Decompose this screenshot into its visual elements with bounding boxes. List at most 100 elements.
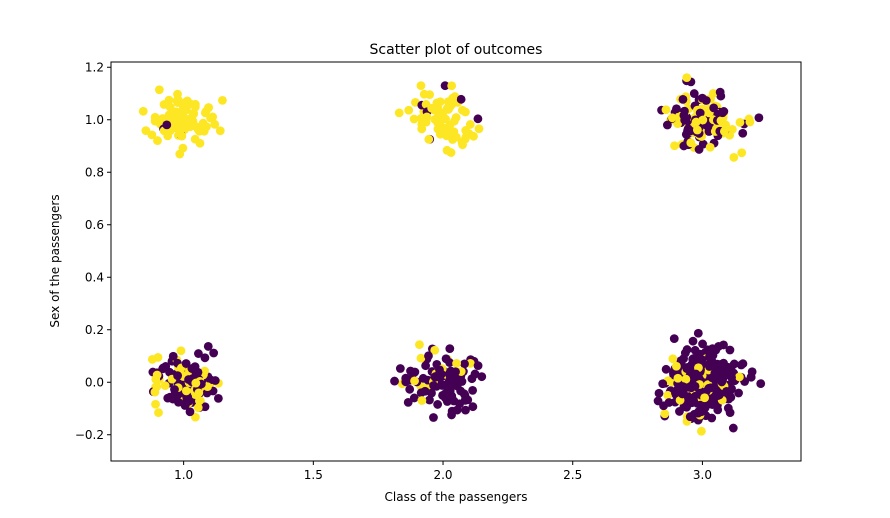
data-point-survived bbox=[394, 108, 404, 118]
data-point-died bbox=[430, 372, 440, 382]
data-point-died bbox=[206, 375, 215, 385]
data-point-survived bbox=[705, 142, 715, 152]
data-point-died bbox=[725, 345, 735, 355]
data-point-died bbox=[664, 398, 674, 407]
data-point-survived bbox=[461, 107, 470, 117]
data-point-survived bbox=[416, 353, 426, 363]
data-point-died bbox=[162, 120, 172, 130]
data-point-died bbox=[473, 361, 483, 371]
data-point-died bbox=[420, 386, 430, 396]
data-point-survived bbox=[195, 138, 205, 148]
data-point-died bbox=[658, 379, 668, 389]
data-point-died bbox=[722, 387, 731, 396]
data-point-survived bbox=[141, 126, 151, 136]
data-point-died bbox=[468, 385, 478, 395]
data-point-survived bbox=[447, 81, 457, 91]
data-point-died bbox=[194, 349, 203, 358]
data-point-died bbox=[678, 382, 688, 391]
data-point-died bbox=[184, 375, 193, 384]
data-point-survived bbox=[409, 114, 419, 124]
data-point-survived bbox=[175, 129, 185, 138]
data-point-died bbox=[705, 359, 714, 369]
data-point-died bbox=[738, 128, 748, 138]
data-point-survived bbox=[138, 106, 148, 116]
data-point-survived bbox=[160, 381, 170, 391]
data-point-survived bbox=[673, 373, 683, 383]
data-point-died bbox=[684, 394, 694, 404]
data-point-survived bbox=[430, 345, 440, 355]
data-point-survived bbox=[200, 108, 210, 118]
data-point-died bbox=[747, 367, 757, 377]
data-point-died bbox=[690, 381, 700, 391]
data-point-died bbox=[715, 87, 725, 97]
data-point-survived bbox=[173, 89, 182, 99]
data-point-survived bbox=[469, 131, 478, 141]
data-point-died bbox=[698, 339, 707, 349]
data-point-survived bbox=[151, 374, 161, 384]
x-tick-label: 1.0 bbox=[174, 468, 193, 482]
data-point-died bbox=[728, 423, 738, 433]
data-point-died bbox=[734, 388, 743, 398]
data-point-died bbox=[390, 376, 399, 386]
data-point-survived bbox=[172, 96, 182, 106]
data-point-survived bbox=[194, 388, 204, 398]
data-point-survived bbox=[698, 115, 708, 125]
data-point-died bbox=[403, 397, 413, 407]
data-point-died bbox=[693, 328, 703, 338]
data-point-died bbox=[406, 366, 415, 376]
data-point-survived bbox=[700, 393, 710, 403]
data-point-survived bbox=[151, 399, 160, 409]
data-point-survived bbox=[179, 98, 189, 108]
data-point-died bbox=[168, 351, 178, 361]
data-point-survived bbox=[436, 121, 446, 131]
data-point-survived bbox=[150, 387, 160, 397]
data-point-died bbox=[697, 407, 706, 417]
data-point-died bbox=[429, 413, 438, 422]
data-point-survived bbox=[208, 112, 218, 122]
data-point-died bbox=[433, 400, 443, 409]
data-point-died bbox=[213, 393, 223, 403]
data-point-died bbox=[697, 355, 707, 365]
data-point-survived bbox=[445, 120, 455, 130]
data-point-died bbox=[697, 93, 707, 103]
data-point-died bbox=[738, 359, 748, 369]
data-point-survived bbox=[661, 105, 671, 115]
y-tick-label: 0.2 bbox=[85, 323, 104, 337]
y-tick-label: 0.0 bbox=[85, 375, 104, 389]
data-point-survived bbox=[424, 134, 434, 144]
data-point-died bbox=[456, 94, 466, 104]
data-point-died bbox=[460, 359, 469, 369]
data-point-died bbox=[719, 340, 728, 350]
data-point-survived bbox=[154, 85, 164, 95]
data-point-survived bbox=[215, 126, 225, 136]
data-point-died bbox=[681, 129, 691, 139]
data-point-survived bbox=[465, 120, 475, 129]
data-point-survived bbox=[417, 396, 427, 405]
data-point-survived bbox=[194, 396, 204, 406]
data-point-survived bbox=[191, 378, 201, 388]
data-point-survived bbox=[451, 113, 461, 122]
data-point-died bbox=[754, 113, 764, 123]
data-point-survived bbox=[691, 117, 701, 127]
data-point-died bbox=[722, 370, 732, 379]
data-point-died bbox=[185, 407, 195, 417]
data-point-survived bbox=[181, 386, 191, 396]
points-layer bbox=[138, 73, 766, 436]
data-point-survived bbox=[729, 152, 739, 162]
data-point-survived bbox=[697, 426, 706, 436]
data-point-survived bbox=[660, 409, 670, 419]
data-point-survived bbox=[735, 372, 744, 382]
data-point-survived bbox=[404, 105, 414, 115]
data-point-survived bbox=[410, 376, 419, 386]
data-point-died bbox=[706, 383, 716, 393]
data-point-survived bbox=[693, 125, 702, 135]
data-point-survived bbox=[185, 114, 195, 124]
y-tick-label: 0.4 bbox=[85, 270, 104, 284]
data-point-died bbox=[170, 385, 179, 394]
data-point-survived bbox=[425, 90, 435, 100]
data-point-died bbox=[661, 364, 671, 374]
data-point-survived bbox=[416, 81, 426, 91]
data-point-died bbox=[473, 114, 483, 124]
data-point-died bbox=[203, 342, 213, 351]
data-point-died bbox=[678, 94, 688, 104]
